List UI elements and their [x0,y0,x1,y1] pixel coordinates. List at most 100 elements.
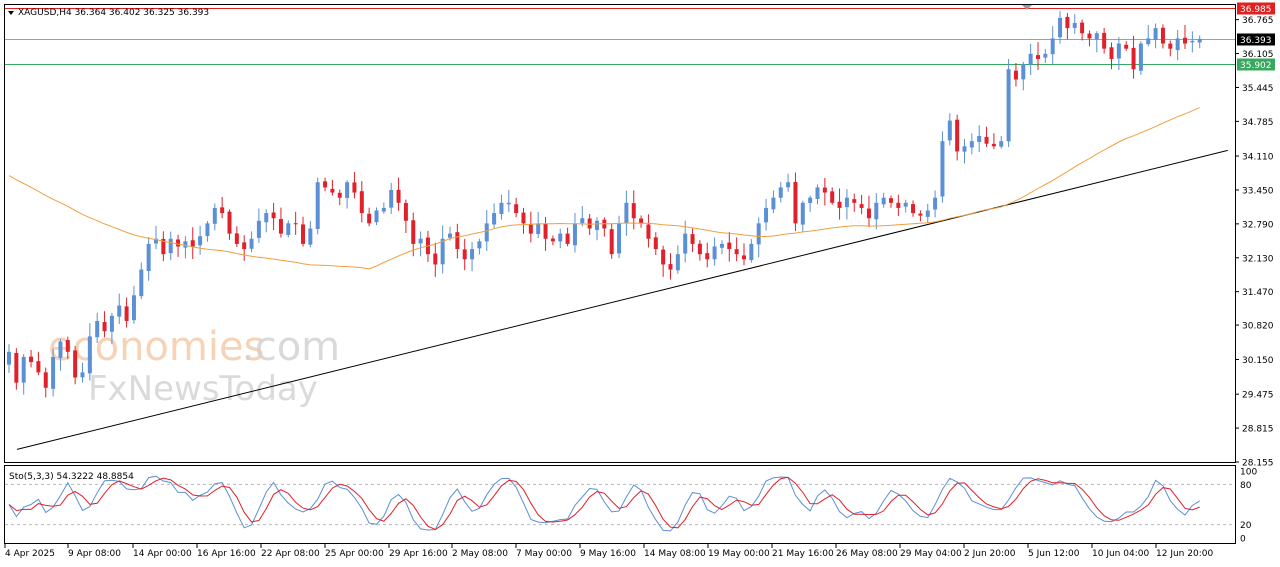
candle-body [242,242,247,250]
candle-body [800,202,805,225]
candle-body [668,264,673,270]
candle [58,338,63,371]
candle [712,237,717,266]
candle-body [293,223,298,225]
trendline[interactable] [16,149,1228,450]
candle [102,311,107,338]
candle-body [1043,53,1048,58]
candle-body [852,199,857,203]
candle-body [433,253,438,265]
candle [43,367,48,398]
candle [639,215,644,228]
candle [117,293,122,325]
main-pane [4,4,1236,463]
y-tick-label: 32.130 [1242,254,1274,264]
candle-body [1028,53,1033,65]
candle-body [124,306,129,321]
candle [1102,28,1107,54]
candle-body [499,202,504,215]
candle-body [183,241,188,248]
candle-body [624,202,629,223]
candle-body [565,233,570,244]
candle [308,220,313,248]
candle-body [161,238,166,255]
candle [1006,58,1011,147]
candle [95,312,100,343]
candle-body [903,202,908,207]
stoch-y-label: 80 [1240,481,1252,491]
candle-body [1080,22,1085,34]
candle-body [308,228,313,245]
candle [1036,42,1040,71]
candle-body [330,188,335,193]
candle-body [506,202,511,205]
candle-body [1087,33,1092,39]
candle-body [477,241,482,249]
candle [411,212,416,257]
candle [220,196,225,219]
candle-body [227,211,232,234]
candle-body [1168,43,1173,49]
candle-body [80,372,85,378]
symbol-ohlc-label: XAGUSD,H4 36.364 36.402 36.325 36.393 [18,8,209,18]
y-tick-label: 34.110 [1242,153,1274,163]
candle [1131,36,1136,79]
candle [7,344,11,374]
candle [602,217,607,237]
moving-average [8,107,1200,270]
candle-body [256,220,261,238]
candle-body [778,187,783,198]
price-tag [1237,33,1275,46]
y-tick-label: 35.445 [1242,84,1274,94]
candle-body [1102,32,1107,49]
candle-body [514,204,519,214]
candle [683,220,688,263]
candle-body [1021,64,1026,80]
candle [14,348,19,390]
candle-body [455,232,460,250]
candle-body [969,141,974,148]
candle [617,215,622,259]
candle-body [1072,22,1077,28]
candle-body [58,341,63,358]
candle [1087,30,1092,47]
x-tick-label: 29 Apr 16:00 [389,549,448,559]
candle-body [580,218,585,224]
candle [719,240,724,255]
candle [661,245,666,277]
shift-marker-icon[interactable] [1022,5,1032,10]
candle-body [697,243,702,255]
candle [183,236,188,259]
candle [1168,40,1173,57]
candle-body [550,238,555,242]
candle [565,227,570,247]
candle-body [1036,55,1040,59]
candle [242,235,247,261]
candle [330,179,335,196]
y-tick-label: 33.450 [1242,186,1274,196]
candle [925,203,930,223]
candle-body [374,210,379,223]
candle [271,202,276,231]
candle [808,195,813,212]
candle-body [977,136,982,142]
candle-body [264,213,269,223]
candle-body [991,143,996,147]
candle [705,242,710,268]
candle [234,226,239,247]
candle [977,125,982,152]
candle-body [727,242,732,250]
candle-body [352,182,357,193]
support-trendline[interactable] [16,149,1228,450]
candle-body [198,236,203,246]
candle [955,114,960,161]
candle [962,139,967,164]
candle-body [381,207,386,212]
collapse-triangle-icon[interactable] [8,11,14,15]
chart-header: XAGUSD,H4 36.364 36.402 36.325 36.393 St… [8,5,1032,482]
x-tick-label: 14 May 08:00 [644,549,706,559]
candle-body [117,305,122,317]
candle-body [742,255,746,260]
candle-body [947,120,952,141]
